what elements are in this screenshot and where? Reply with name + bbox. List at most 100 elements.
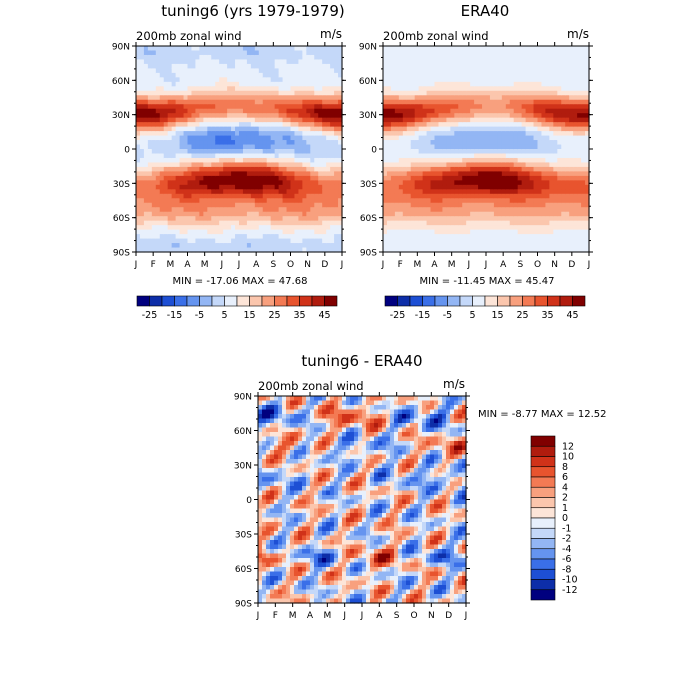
contour-cell — [211, 184, 216, 190]
contour-cell — [541, 202, 547, 208]
contour-cell — [442, 81, 447, 87]
contour-cell — [577, 180, 582, 186]
contour-cell — [139, 220, 145, 226]
contour-cell — [513, 90, 519, 96]
contour-cell — [545, 225, 550, 231]
contour-cell — [203, 162, 208, 168]
contour-cell — [223, 54, 228, 61]
contour-cell — [478, 72, 483, 78]
contour-cell — [338, 157, 343, 164]
contour-cell — [246, 77, 252, 83]
contour-cell — [278, 229, 284, 235]
contour-cell — [318, 184, 323, 190]
contour-cell — [462, 144, 467, 150]
contour-cell — [410, 104, 416, 110]
contour-cell — [318, 171, 323, 177]
contour-cell — [163, 202, 169, 208]
contour-cell — [318, 81, 323, 87]
contour-cell — [561, 50, 566, 56]
contour-cell — [553, 211, 558, 217]
contour-cell — [298, 162, 303, 168]
contour-cell — [294, 234, 300, 240]
contour-cell — [211, 247, 216, 253]
contour-cell — [505, 202, 511, 208]
contour-cell — [573, 104, 578, 110]
contour-cell — [517, 184, 523, 190]
contour-cell — [302, 68, 307, 74]
contour-cell — [446, 117, 451, 123]
contour-cell — [418, 90, 424, 96]
contour-cell — [223, 99, 228, 105]
contour-cell — [509, 108, 515, 114]
contour-cell — [422, 184, 428, 190]
contour-cell — [450, 50, 455, 56]
contour-cell — [215, 117, 220, 123]
contour-cell — [478, 216, 483, 222]
contour-cell — [155, 238, 161, 244]
contour-cell — [187, 63, 193, 69]
contour-cell — [151, 144, 157, 150]
contour-cell — [195, 171, 200, 177]
contour-cell — [577, 126, 582, 132]
contour-cell — [454, 184, 459, 190]
contour-cell — [430, 166, 436, 172]
contour-cell — [143, 238, 149, 244]
contour-cell — [418, 54, 424, 61]
contour-cell — [136, 81, 141, 87]
contour-cell — [326, 180, 331, 186]
contour-cell — [458, 72, 463, 78]
contour-cell — [298, 202, 303, 208]
contour-cell — [306, 184, 311, 190]
contour-cell — [414, 153, 420, 159]
contour-cell — [147, 68, 153, 74]
contour-cell — [569, 108, 574, 114]
contour-cell — [270, 77, 276, 83]
contour-cell — [278, 247, 284, 253]
contour-cell — [450, 171, 455, 177]
contour-cell — [458, 243, 463, 249]
contour-cell — [410, 140, 416, 146]
contour-cell — [505, 162, 511, 168]
contour-cell — [258, 144, 264, 150]
contour-cell — [394, 149, 400, 155]
contour-cell — [450, 54, 455, 61]
contour-cell — [493, 180, 499, 186]
contour-cell — [294, 99, 300, 105]
contour-cell — [278, 126, 284, 132]
contour-cell — [573, 81, 578, 87]
contour-cell — [549, 243, 554, 249]
contour-cell — [537, 108, 543, 114]
contour-cell — [231, 193, 236, 199]
contour-cell — [143, 171, 149, 177]
contour-cell — [242, 81, 248, 87]
contour-cell — [199, 175, 204, 181]
contour-cell — [266, 99, 272, 105]
contour-cell — [258, 90, 264, 96]
contour-cell — [250, 171, 256, 177]
contour-cell — [394, 216, 400, 222]
contour-cell — [163, 149, 169, 155]
contour-cell — [383, 229, 388, 235]
contour-cell — [454, 72, 459, 78]
contour-cell — [565, 117, 570, 123]
contour-cell — [450, 153, 455, 159]
contour-cell — [278, 99, 284, 105]
contour-cell — [458, 193, 463, 199]
contour-cell — [462, 202, 467, 208]
contour-cell — [553, 202, 558, 208]
contour-cell — [322, 171, 327, 177]
contour-cell — [505, 68, 511, 74]
contour-cell — [525, 207, 531, 213]
contour-cell — [167, 166, 173, 172]
contour-cell — [167, 104, 173, 110]
contour-cell — [155, 86, 161, 92]
contour-cell — [274, 220, 280, 226]
contour-cell — [442, 99, 447, 105]
contour-cell — [478, 81, 483, 87]
contour-cell — [383, 189, 388, 195]
contour-cell — [270, 68, 276, 74]
contour-cell — [274, 72, 280, 78]
contour-cell — [294, 81, 300, 87]
contour-cell — [549, 77, 554, 83]
contour-cell — [199, 126, 204, 132]
